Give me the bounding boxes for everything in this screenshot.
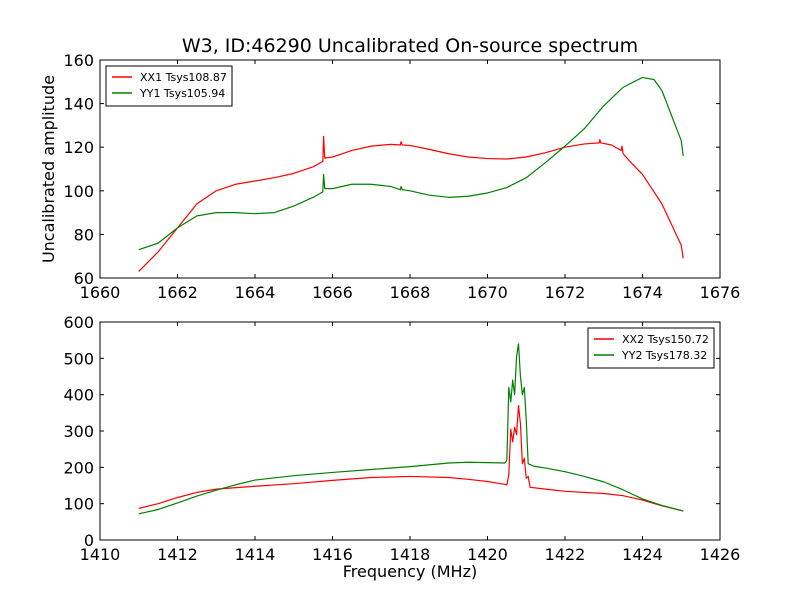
y-tick-label: 100 <box>63 495 94 514</box>
y-tick-label: 100 <box>63 182 94 201</box>
y-tick-label: 140 <box>63 95 94 114</box>
x-tick-label: 1668 <box>390 283 431 302</box>
x-tick-label: 1674 <box>622 283 663 302</box>
legend: XX1 Tsys108.87 YY1 Tsys105.94 <box>105 65 233 107</box>
y-tick-label: 120 <box>63 138 94 157</box>
y-tick-label: 160 <box>63 51 94 70</box>
x-tick-label: 1660 <box>80 283 121 302</box>
chart-title: W3, ID:46290 Uncalibrated On-source spec… <box>182 35 638 57</box>
x-tick-label: 1676 <box>700 283 741 302</box>
x-tick-label: 1416 <box>312 545 353 564</box>
x-tick-label: 1424 <box>622 545 663 564</box>
y-tick-label: 60 <box>74 269 94 288</box>
x-tick-label: 1418 <box>390 545 431 564</box>
y-tick-label: 600 <box>63 313 94 332</box>
legend-label-2: YY2 Tsys178.32 <box>621 349 707 362</box>
x-tick-label: 1666 <box>312 283 353 302</box>
x-axis-label: Frequency (MHz) <box>343 562 477 581</box>
legend-frame <box>105 65 233 107</box>
y-tick-label: 0 <box>84 531 94 550</box>
x-tick-label: 1664 <box>235 283 276 302</box>
legend-frame <box>587 327 715 369</box>
y-tick-label: 80 <box>74 225 94 244</box>
legend-label-1: XX1 Tsys108.87 <box>140 71 227 84</box>
y-tick-label: 400 <box>63 386 94 405</box>
series-line-1 <box>138 404 684 512</box>
series-line-2 <box>138 343 684 515</box>
series-line-2 <box>138 76 684 251</box>
x-tick-label: 1414 <box>235 545 276 564</box>
x-tick-label: 1410 <box>80 545 121 564</box>
series-line-1 <box>138 135 684 272</box>
x-tick-label: 1422 <box>545 545 586 564</box>
y-tick-label: 500 <box>63 349 94 368</box>
upper-plot: 1660 1662 1664 1666 1668 1670 1672 1674 1676 60 80… <box>39 35 740 302</box>
legend-label-1: XX2 Tsys150.72 <box>622 333 709 346</box>
y-tick-label: 200 <box>63 458 94 477</box>
y-tick-label: 300 <box>63 422 94 441</box>
legend: XX2 Tsys150.72 YY2 Tsys178.32 <box>587 327 715 369</box>
y-axis-label: Uncalibrated amplitude <box>39 75 58 263</box>
x-tick-label: 1412 <box>157 545 198 564</box>
x-tick-label: 1670 <box>467 283 508 302</box>
x-tick-label: 1672 <box>545 283 586 302</box>
x-tick-label: 1426 <box>700 545 741 564</box>
legend-label-2: YY1 Tsys105.94 <box>139 87 225 100</box>
lower-plot: 1410 1412 1414 1416 1418 1420 1422 1424 1426 0 100… <box>63 313 740 581</box>
x-tick-label: 1662 <box>157 283 198 302</box>
x-tick-label: 1420 <box>467 545 508 564</box>
